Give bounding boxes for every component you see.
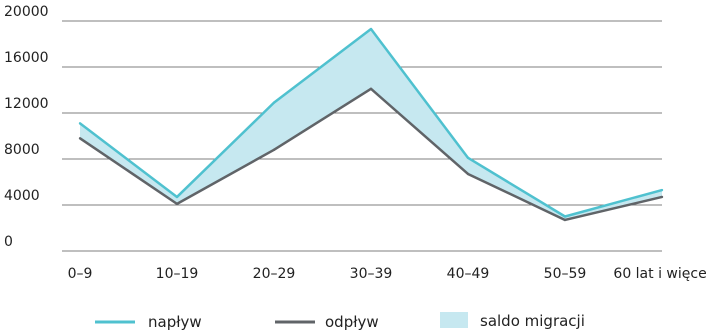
x-tick-label: 40–49	[447, 266, 490, 282]
legend-label-outflow: odpływ	[325, 313, 379, 331]
x-axis: 0–9 10–19 20–29 30–39 40–49 50–59 60 lat i wię…	[68, 266, 706, 282]
data-point-outflow	[78, 137, 82, 140]
x-tick-label: 20–29	[253, 266, 296, 282]
data-point-inflow	[563, 215, 567, 218]
x-tick-label: 60 lat i więcej	[613, 266, 706, 282]
y-tick-label: 8000	[4, 142, 40, 158]
data-point-inflow	[78, 122, 82, 125]
y-tick-label: 20000	[4, 4, 49, 20]
data-point-inflow	[369, 27, 373, 31]
x-tick-label: 50–59	[544, 266, 587, 282]
data-point-outflow	[660, 195, 664, 199]
data-point-outflow	[563, 218, 567, 222]
data-point-outflow	[466, 172, 470, 176]
legend-label-inflow: napływ	[148, 313, 202, 331]
plot-area	[78, 27, 664, 222]
data-point-inflow	[272, 101, 276, 104]
x-tick-label: 0–9	[68, 266, 93, 282]
series-line-outflow	[79, 87, 663, 222]
data-point-outflow	[272, 148, 276, 151]
data-point-outflow	[175, 202, 179, 206]
legend: napływ odpływ saldo migracji	[95, 312, 585, 331]
x-tick-label: 30–39	[350, 266, 393, 282]
y-tick-label: 16000	[4, 50, 49, 66]
data-point-outflow	[369, 87, 373, 91]
data-point-inflow	[175, 195, 179, 199]
data-point-inflow	[466, 156, 470, 160]
y-tick-label: 0	[4, 234, 13, 250]
y-tick-label: 12000	[4, 96, 49, 112]
data-point-inflow	[660, 188, 664, 192]
legend-label-migration-balance: saldo migracji	[480, 312, 585, 330]
migration-balance-area	[80, 29, 662, 220]
x-tick-label: 10–19	[156, 266, 199, 282]
legend-swatch-migration-balance	[440, 312, 468, 328]
y-tick-label: 4000	[4, 188, 40, 204]
y-axis: 0 4000 8000 12000 16000 20000	[4, 4, 49, 250]
